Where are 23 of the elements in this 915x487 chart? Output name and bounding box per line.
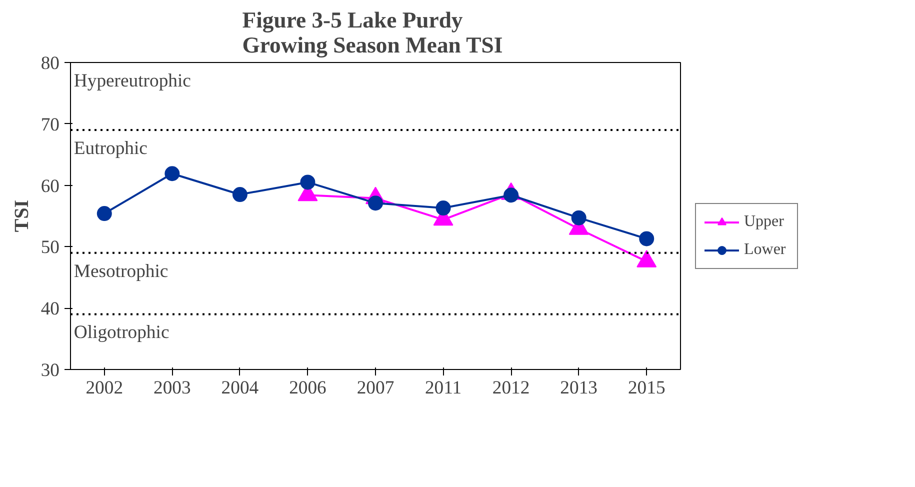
x-tick-label: 2006 <box>289 378 326 398</box>
annotation: Mesotrophic <box>74 260 168 282</box>
x-tick-label: 2002 <box>86 378 124 398</box>
y-tick-label: 50 <box>40 237 60 258</box>
y-tick-label: 80 <box>40 53 60 74</box>
annotation: Eutrophic <box>74 138 148 160</box>
y-tick-label: 70 <box>40 114 60 136</box>
legend-label: Lower <box>744 241 787 259</box>
y-tick-label: 60 <box>40 176 60 197</box>
x-tick-label: 2013 <box>560 378 598 398</box>
x-tick-label: 2007 <box>356 378 394 398</box>
x-tick-label: 2011 <box>424 378 462 398</box>
y-tick-label: 30 <box>40 360 60 381</box>
x-tick-label: 2003 <box>154 378 191 398</box>
x-tick-label: 2004 <box>221 378 260 398</box>
legend-label: Upper <box>744 213 785 231</box>
y-tick-label: 40 <box>40 298 60 320</box>
chart-title: Figure 3-5 Lake Purdy Growing Season Mean TSI <box>242 8 503 58</box>
annotation: Oligotrophic <box>74 322 170 344</box>
x-tick-label: 2012 <box>492 378 530 398</box>
x-tick-label: 2015 <box>628 378 666 398</box>
annotation: Hypereutrophic <box>74 70 191 92</box>
y-axis-title: TSI <box>10 200 33 232</box>
